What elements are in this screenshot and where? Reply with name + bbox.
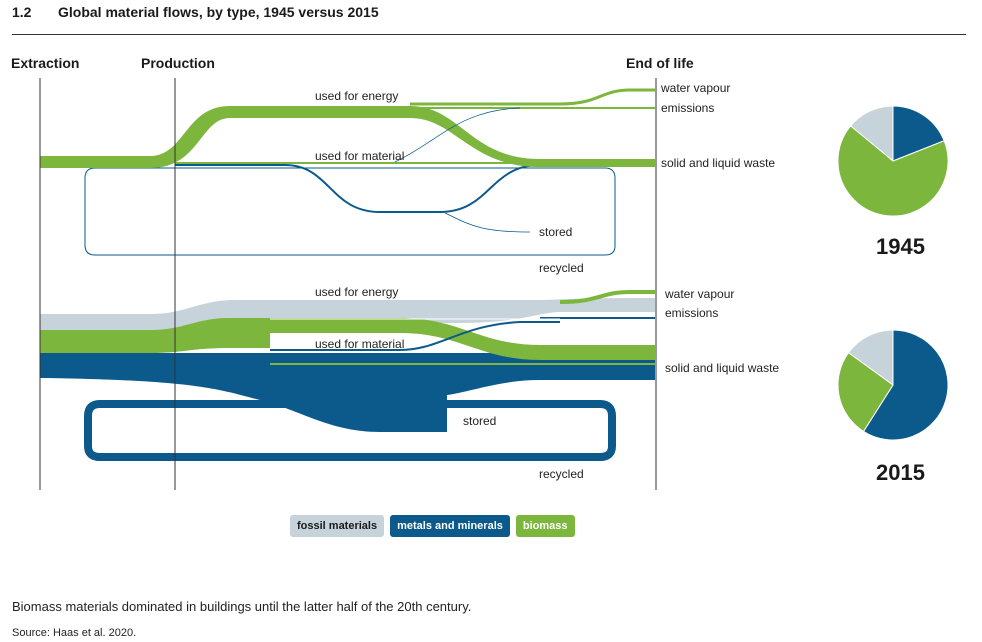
- label-stored-1945: stored: [539, 225, 572, 239]
- pie-slice-metals-and-minerals: [892, 105, 945, 162]
- vapour-flow-1945: [410, 88, 655, 106]
- fossil-trunk-2015: [40, 298, 655, 330]
- label-solid-waste-2015: solid and liquid waste: [665, 361, 779, 375]
- label-used-material-1945: used for material: [315, 149, 404, 163]
- vapour-flow-2015: [559, 290, 655, 304]
- legend: fossil materials metals and minerals bio…: [290, 515, 575, 537]
- label-emissions-2015: emissions: [665, 306, 718, 320]
- label-water-vapour-2015: water vapour: [664, 287, 734, 301]
- legend-fossil: fossil materials: [290, 515, 385, 537]
- pie-chart-2015: [837, 329, 949, 441]
- label-recycled-1945: recycled: [539, 261, 584, 275]
- fossil-thin-1945: [394, 107, 521, 163]
- pie-slice-metals-and-minerals: [862, 329, 949, 441]
- pie-slice-biomass: [837, 125, 949, 217]
- legend-metals: metals and minerals: [390, 515, 510, 537]
- column-end-of-life: End of life: [626, 55, 694, 71]
- pie-chart-1945: [837, 105, 949, 217]
- energy-band-1945: [230, 106, 655, 167]
- year-label-2015: 2015: [876, 460, 925, 485]
- pie-slice-fossil-materials: [847, 329, 894, 386]
- source-note: Source: Haas et al. 2020.: [12, 627, 137, 639]
- label-recycled-2015: recycled: [539, 467, 584, 481]
- label-stored-2015: stored: [463, 414, 496, 428]
- metals-trunk-2015: [40, 353, 655, 432]
- recycled-loop-1945: [84, 167, 616, 256]
- year-label-1945: 1945: [876, 234, 925, 259]
- recycled-loop-2015: [84, 400, 616, 461]
- label-used-energy-2015: used for energy: [315, 285, 398, 299]
- pie-slice-biomass: [837, 351, 894, 433]
- figure-number: 1.2: [12, 4, 32, 20]
- label-used-material-2015: used for material: [315, 337, 404, 351]
- panel-2015: [40, 290, 655, 461]
- figure-title: Global material flows, by type, 1945 ver…: [58, 4, 379, 20]
- material-flow-2015: [270, 321, 560, 351]
- column-extraction: Extraction: [11, 55, 80, 71]
- label-used-energy-1945: used for energy: [315, 89, 398, 103]
- caption: Biomass materials dominated in buildings…: [12, 599, 472, 614]
- label-emissions-1945: emissions: [661, 101, 714, 115]
- label-solid-waste-1945: solid and liquid waste: [661, 156, 775, 170]
- biomass-trunk-2015: [40, 318, 655, 360]
- stored-flow-1945: [175, 164, 615, 213]
- label-water-vapour-1945: water vapour: [660, 81, 730, 95]
- legend-biomass: biomass: [515, 515, 575, 537]
- title-rule: [12, 34, 966, 35]
- stored-pointer-1945: [444, 212, 531, 233]
- column-production: Production: [141, 55, 215, 71]
